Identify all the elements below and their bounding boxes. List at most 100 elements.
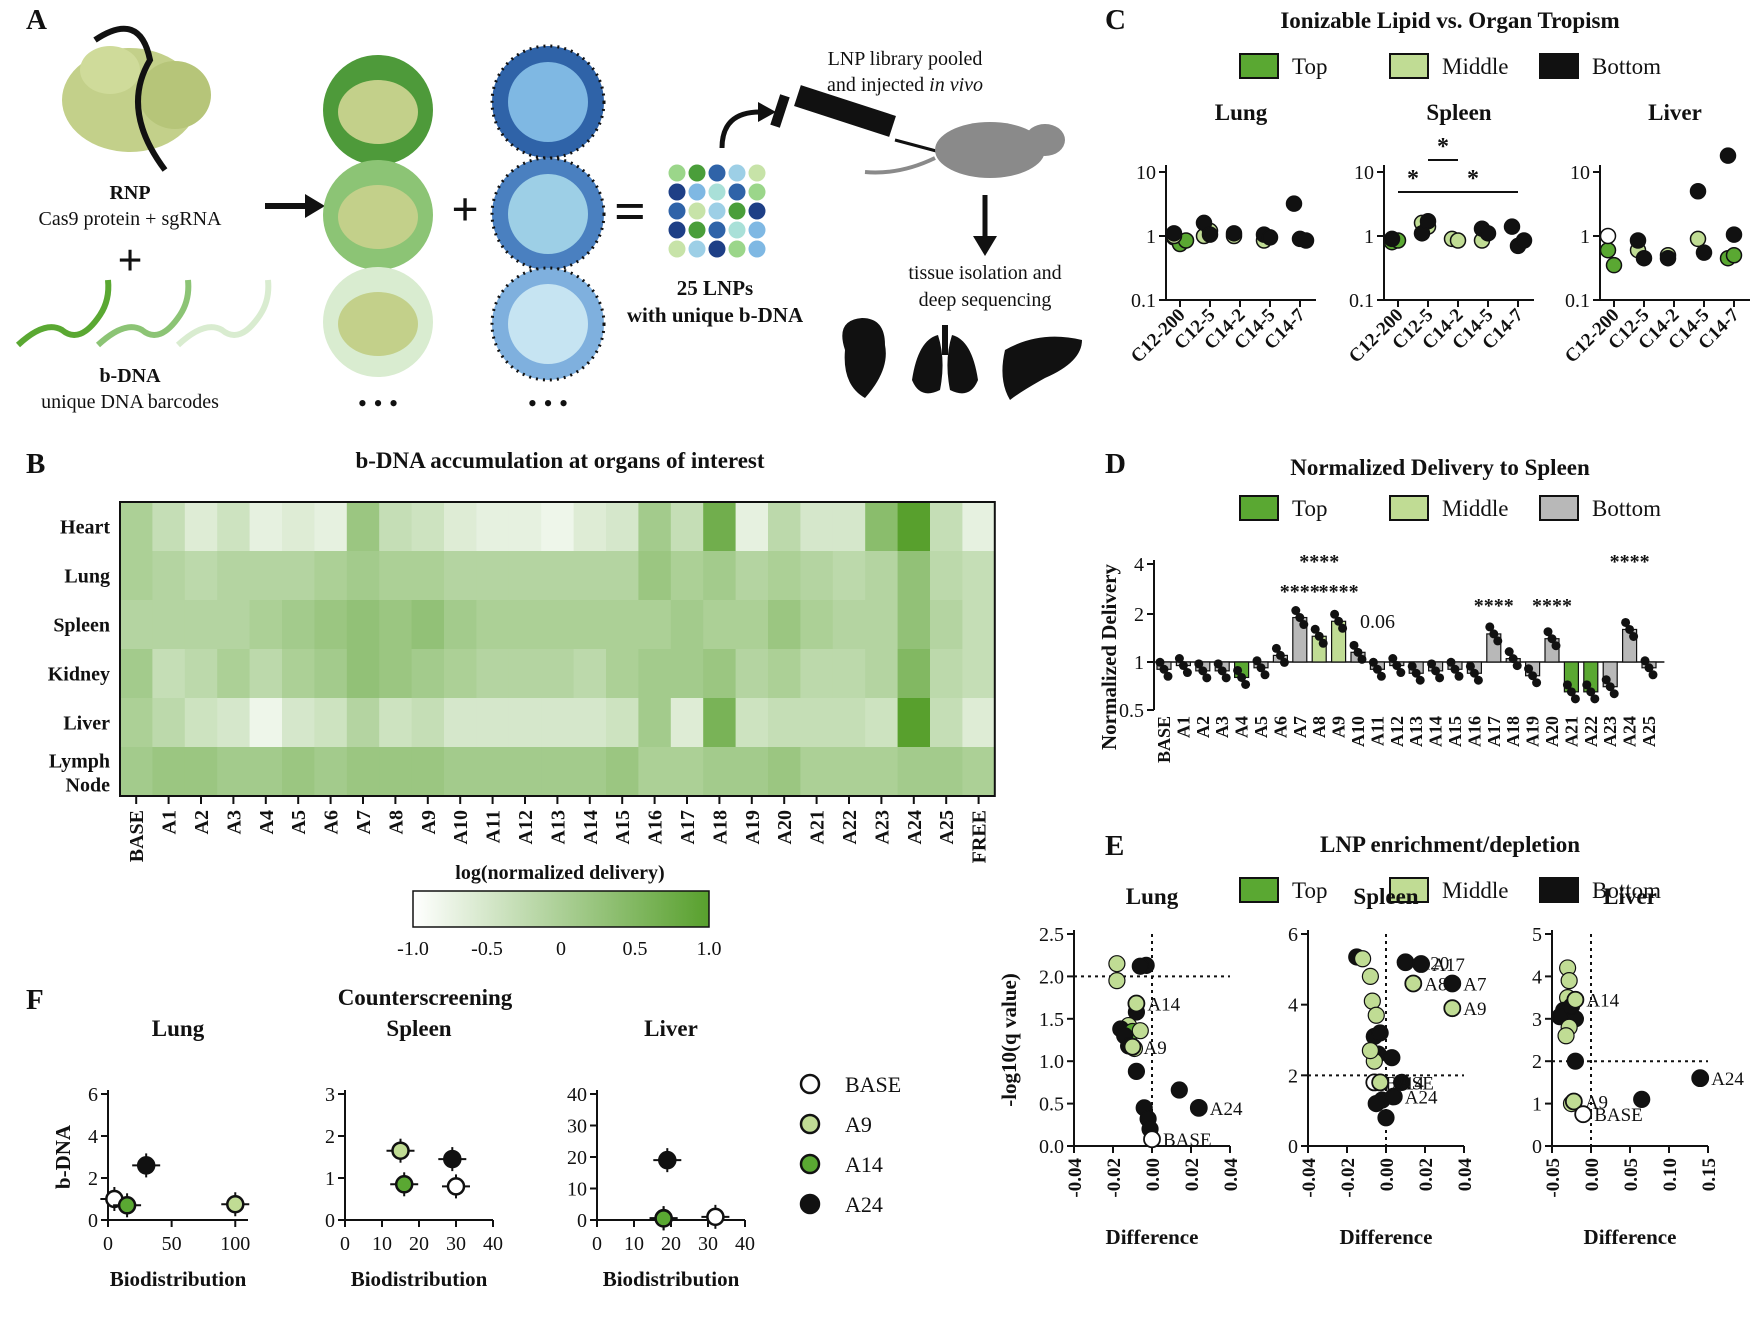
heatmap-cell <box>768 551 801 601</box>
panel-d-legend-label-bottom: Bottom <box>1592 496 1661 521</box>
heatmap-cell <box>282 551 315 601</box>
panel-d-xtick-label: A2 <box>1193 716 1213 738</box>
panel-d-point <box>1279 657 1289 667</box>
panel-d-xtick-label: A11 <box>1367 716 1387 746</box>
panel-label-b: B <box>26 448 46 480</box>
panel-c-sig-star: * <box>1467 166 1479 192</box>
panel-c-point <box>1725 226 1743 243</box>
panel-f-ytick-label: 0 <box>577 1210 587 1232</box>
panel-c-legend-label-middle: Middle <box>1442 54 1508 79</box>
panel-d-point <box>1465 661 1475 671</box>
panel-f-ytick-label: 6 <box>88 1084 98 1106</box>
heatmap-column-label: A13 <box>547 810 569 844</box>
panel-d-point <box>1237 672 1247 682</box>
panel-e-xlabel: Difference <box>1584 1225 1677 1249</box>
heatmap-column-label: A10 <box>450 810 472 844</box>
panel-e-point-label: BASE <box>1163 1130 1212 1151</box>
panel-f-ytick-label: 0 <box>325 1210 335 1232</box>
heatmap-cell <box>573 600 607 650</box>
panel-c-ytick-label: 0.1 <box>1131 290 1156 312</box>
panel-e-xtick-label: 0.02 <box>1182 1158 1203 1191</box>
lnp-dot <box>748 164 766 182</box>
panel-d-point <box>1446 657 1456 667</box>
panel-f-point <box>391 1141 410 1160</box>
panel-d-point <box>1431 666 1441 676</box>
panel-d-point <box>1543 627 1553 637</box>
heatmap-column-label: A11 <box>483 810 505 843</box>
lnp-dot <box>688 240 706 258</box>
panel-d-point <box>1159 664 1169 674</box>
panel-f-xtick-label: 40 <box>735 1233 755 1255</box>
panel-f-point <box>706 1207 725 1227</box>
heatmap-cell <box>282 649 315 699</box>
panel-e-labeled-point <box>1384 1087 1403 1106</box>
panel-d-point <box>1508 654 1518 664</box>
panel-d-sig-label: **** <box>1319 581 1359 603</box>
heatmap-cell <box>865 649 899 699</box>
panel-d-xtick-label: A5 <box>1251 716 1271 738</box>
panel-c-point <box>1695 244 1713 261</box>
heatmap-cell <box>152 747 186 797</box>
panel-c-point <box>1599 241 1617 259</box>
heatmap-cell <box>152 600 186 650</box>
panel-d-point <box>1551 641 1561 651</box>
panel-d-xtick-label: A7 <box>1290 716 1310 738</box>
heatmap-cell <box>282 600 315 650</box>
panel-label-e: E <box>1105 830 1125 862</box>
colorbar-tick-label: 0.5 <box>623 938 648 960</box>
panel-e-legend-label-top: Top <box>1292 878 1327 903</box>
lnp-dot <box>748 221 766 239</box>
panel-e-labeled-point <box>1574 1105 1593 1124</box>
panel-f-legend-label: A9 <box>845 1112 872 1137</box>
panel-f-subtitle: Lung <box>152 1016 205 1041</box>
lnp-dot <box>668 202 686 220</box>
heatmap-column-label: A5 <box>288 810 310 834</box>
panel-d-point <box>1435 673 1445 683</box>
panel-f-xtick-label: 100 <box>220 1233 250 1255</box>
heatmap-cell <box>411 551 445 601</box>
panel-f-xlabel: Biodistribution <box>603 1267 740 1291</box>
heatmap-cell <box>476 747 510 797</box>
heatmap-cell <box>865 747 899 797</box>
panel-e-ytick-label: 0.5 <box>1039 1094 1064 1116</box>
heatmap-cell <box>541 600 575 650</box>
panel-d-xtick-label: A25 <box>1639 716 1659 747</box>
panel-e-xtick-label: -0.02 <box>1338 1158 1359 1198</box>
colorbar-tick-label: -1.0 <box>397 938 429 960</box>
heatmap-cell <box>120 747 153 797</box>
heatmap-cell <box>249 551 283 601</box>
heatmap-cell <box>897 649 931 699</box>
panel-e-point <box>1131 957 1149 975</box>
heatmap-cell <box>573 649 607 699</box>
lnp-dot <box>708 202 726 220</box>
heatmap-column-label: A23 <box>871 810 893 844</box>
heatmap-cell <box>411 600 445 650</box>
colorbar-tick-label: -0.5 <box>471 938 503 960</box>
heatmap-cell <box>476 698 510 748</box>
heatmap-cell <box>249 502 283 552</box>
heatmap-cell <box>346 600 380 650</box>
panel-d-xtick-label: A22 <box>1581 716 1601 747</box>
heatmap-cell <box>120 502 153 552</box>
heatmap-cell <box>541 502 575 552</box>
panel-e-xtick-label: 0.15 <box>1699 1158 1720 1191</box>
heatmap-cell <box>735 747 769 797</box>
panel-e-point-label: A24 <box>1711 1069 1744 1090</box>
heatmap-cell <box>800 747 834 797</box>
panel-e-ylabel: -log10(q value) <box>997 973 1021 1107</box>
panel-d-xtick-label: A12 <box>1387 716 1407 747</box>
panel-d-point <box>1454 671 1464 681</box>
heatmap-cell <box>573 747 607 797</box>
heatmap-column-label: A17 <box>677 810 699 844</box>
lnp-dot <box>668 240 686 258</box>
panel-c-ytick-label: 10 <box>1136 162 1156 184</box>
panel-f-point <box>446 1177 466 1196</box>
panel-d-point <box>1392 661 1402 671</box>
lnp-dot <box>668 183 686 201</box>
panel-d-point <box>1469 668 1479 678</box>
plus-sign-a1: + <box>117 236 142 285</box>
heatmap-row-label: Node <box>66 775 111 797</box>
panel-e-charts: Top Middle BottomLung2.52.01.51.00.50.0-0.… <box>997 877 1744 1249</box>
heatmap-cell <box>573 698 607 748</box>
heatmap-column-label: A1 <box>159 810 181 834</box>
